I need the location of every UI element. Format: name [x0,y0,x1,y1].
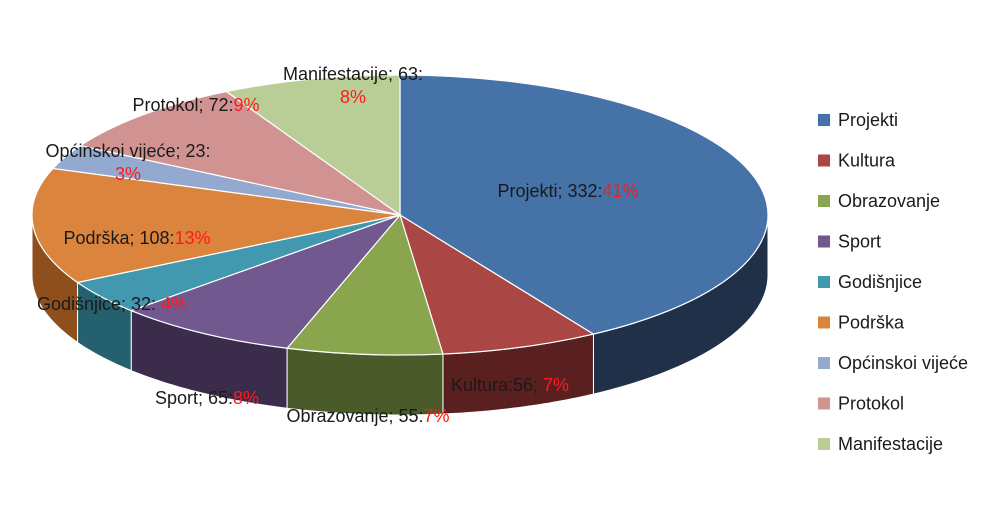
pie-slice-manifestacije[interactable] [224,74,401,217]
data-label-sport: Sport; 65:8% [155,388,259,408]
legend-swatch [818,276,830,288]
legend-item-opcinskoi-vijece[interactable]: Općinskoi vijeće [818,353,968,373]
legend-swatch [818,357,830,369]
legend-item-godisnjice[interactable]: Godišnjice [818,272,922,292]
data-label-obrazovanje: Obrazovanje; 55:7% [286,406,449,426]
legend-swatch [818,438,830,450]
data-label-opcinskoi-vijece: Općinskoi vijeće; 23: 3% [45,141,210,184]
legend-label: Godišnjice [838,272,922,292]
legend-label: Projekti [838,110,898,130]
legend-item-kultura[interactable]: Kultura [818,151,896,171]
legend-swatch [818,195,830,207]
data-label-manifestacije: Manifestacije; 63: 8% [283,64,423,107]
legend-swatch [818,235,830,248]
legend-label: Obrazovanje [838,191,940,211]
legend-item-obrazovanje[interactable]: Obrazovanje [818,191,940,211]
pie-slice-sport[interactable] [129,213,402,349]
legend-swatch [818,316,830,329]
data-label-kultura: Kultura:56; 7% [451,375,569,395]
legend-label: Protokol [838,394,904,414]
legend-item-manifestacije[interactable]: Manifestacije [818,434,943,454]
pie-slice-podrska[interactable] [31,167,401,284]
legend-item-projekti[interactable]: Projekti [818,110,898,130]
legend-item-protokol[interactable]: Protokol [818,394,904,414]
legend-item-podrska[interactable]: Podrška [818,313,905,333]
legend-label: Manifestacije [838,434,943,454]
data-label-protokol: Protokol; 72:9% [132,95,259,115]
pie-slices [31,74,769,356]
legend-label: Kultura [838,151,896,171]
legend-label: Općinskoi vijeće [838,353,968,373]
pie-slice-kultura[interactable] [398,213,595,355]
pie-side-obrazovanje [286,347,444,416]
pie-sides [31,214,769,416]
legend-swatch [818,397,830,410]
legend-swatch [818,114,830,126]
legend: Projekti Kultura Obrazovanje Sport Godišnjic… [818,110,968,454]
pie-slice-protokol[interactable] [78,90,401,216]
data-label-podrska: Podrška; 108:13% [63,228,210,248]
legend-label: Sport [838,232,881,252]
pie-slice-obrazovanje[interactable] [285,213,444,356]
legend-item-sport[interactable]: Sport [818,232,881,252]
legend-swatch [818,154,830,167]
data-label-projekti: Projekti; 332:41% [497,181,638,201]
legend-label: Podrška [838,313,905,333]
pie-slice-projekti[interactable] [399,74,769,335]
data-labels: Projekti; 332:41% Kultura:56; 7%Obrazovan… [37,64,639,426]
data-label-godisnjice: Godišnjice; 32: 4% [37,294,187,314]
